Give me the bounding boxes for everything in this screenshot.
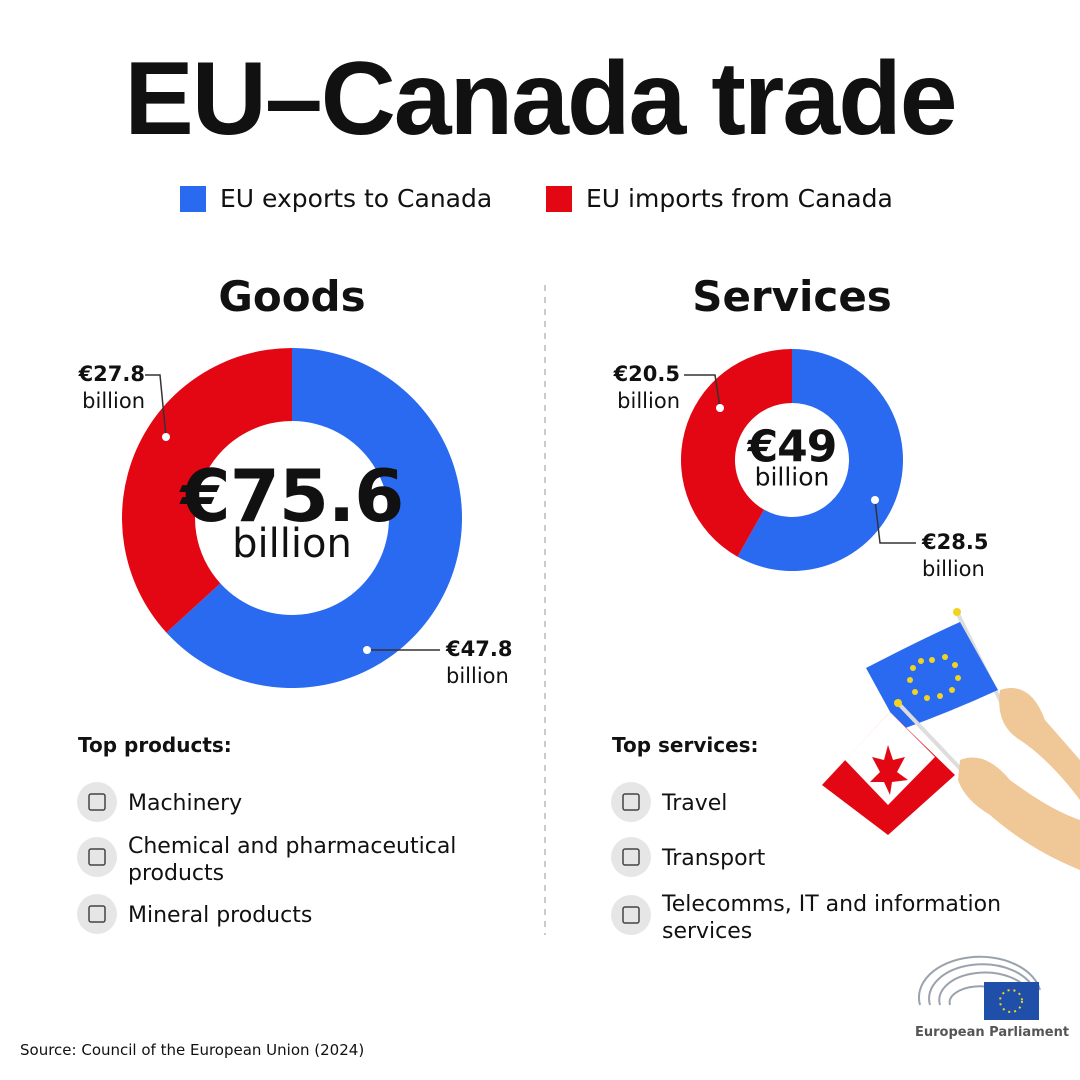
center-unit: billion [232,521,352,567]
chart-title: Goods [218,272,366,321]
value-label-number: €20.5 [613,362,680,386]
value-label: €47.8 billion [446,636,512,690]
value-label-number: €27.8 [78,362,145,386]
list-item: Chemical and pharmaceutical products [128,834,457,886]
donut-segment [166,348,462,688]
source: Source: Council of the European Union (2… [20,1041,365,1059]
donut-segment [737,349,904,571]
list-item: Travel [662,791,728,816]
value-label-unit: billion [617,389,680,413]
value-label-unit: billion [922,557,985,581]
legend-swatch [546,185,572,212]
title: EU–Canada trade [124,41,957,157]
logo-emblem [917,955,1041,1020]
value-label-number: €47.8 [446,637,513,661]
list-item: Machinery [128,791,243,816]
list-icon [611,837,651,877]
legend-label: EU imports from Canada [586,184,893,213]
center-unit: billion [754,462,830,492]
list-icon-glyph [88,905,106,923]
leader-line [145,374,167,438]
list-icon [611,782,651,822]
leader-line [684,374,721,409]
list-icon-glyph [88,793,106,811]
list-item: Mineral products [128,903,313,928]
list-icon [77,782,117,822]
legend-swatch [180,185,206,212]
list-icon [611,895,651,935]
flags-illustration [822,608,1080,870]
value-label-unit: billion [446,664,509,688]
logo-text: European Parliament [915,1025,1070,1040]
value-label: €28.5 billion [922,529,988,583]
chart-title: Services [692,272,892,321]
legend-item: EU exports to Canada [180,184,492,213]
value-label: €27.8 billion [79,361,145,415]
leader-dot [363,646,371,654]
list-icon-glyph [88,848,106,866]
center-total: €75.6 [180,454,405,538]
value-label: €20.5 billion [614,361,680,415]
list-item: Transport [662,846,766,871]
list-icon [77,837,117,877]
list-icon [77,894,117,934]
list-icon-glyph [622,848,640,866]
legend-label: EU exports to Canada [220,184,493,213]
leader-dot [871,496,879,504]
list-heading: Top services: [612,733,759,757]
center-total: €49 [747,421,838,473]
value-label-unit: billion [82,389,145,413]
legend-item: EU imports from Canada [546,184,893,213]
list-icon-glyph [622,906,640,924]
list-item: Telecomms, IT and information services [662,892,1002,944]
list-icon-glyph [622,793,640,811]
list-heading: Top products: [78,733,232,757]
leader-line [874,499,916,544]
donut-segment [681,349,792,557]
leader-dot [162,433,170,441]
leader-dot [716,404,724,412]
value-label-number: €28.5 [922,530,989,554]
